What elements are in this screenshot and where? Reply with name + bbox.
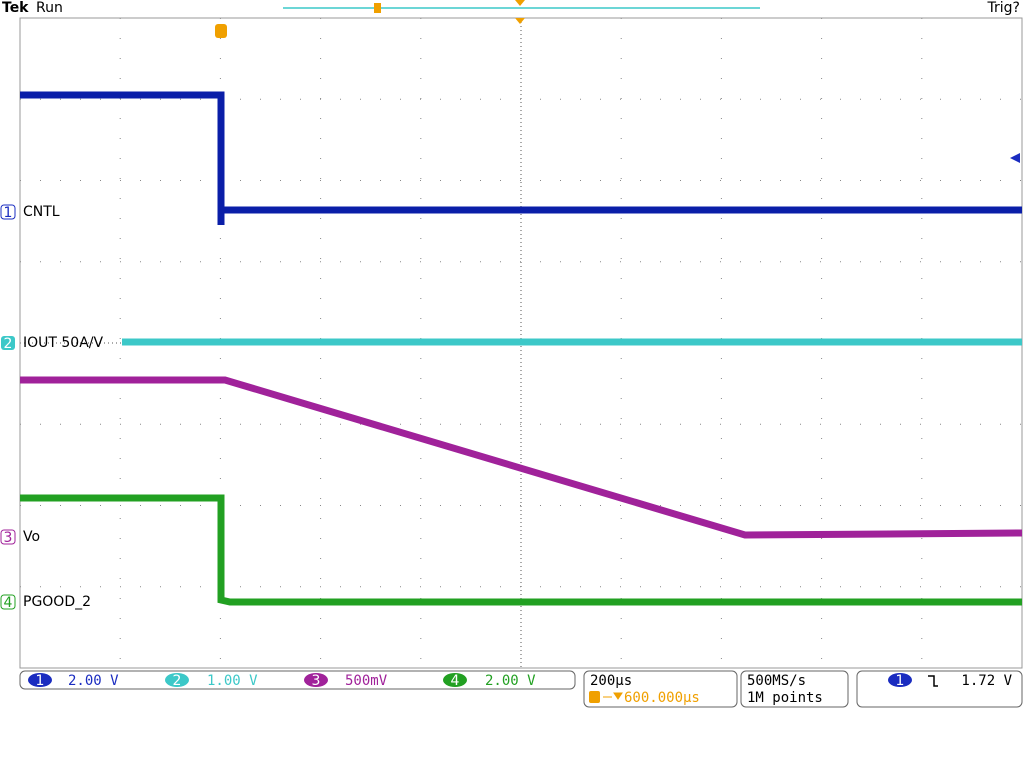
ch2-scale: 1.00 V: [207, 673, 258, 689]
trigger-channel: 1: [896, 673, 905, 689]
ch2-badge: [165, 673, 189, 687]
run-status: Run: [36, 0, 63, 16]
trigger-level-marker: [1010, 153, 1020, 163]
ch1-trace: [20, 91, 1022, 225]
trigger-position-marker: [515, 18, 525, 24]
ch3-marker-number: 3: [4, 530, 13, 546]
delay-icon: [589, 691, 600, 703]
trigger-slope-icon: [928, 675, 938, 687]
timebase-delay: 600.000µs: [624, 690, 700, 706]
trigger-time-marker: [215, 24, 227, 38]
ch2-marker-number: 2: [4, 336, 13, 352]
ch3-label: Vo: [23, 529, 40, 545]
record-view-marker: [374, 3, 381, 13]
ch3-scale: 500mV: [345, 673, 388, 689]
ch2-badge-number: 2: [173, 673, 182, 689]
ch4-marker: [0, 594, 16, 610]
ch4-label: PGOOD_2: [23, 594, 91, 610]
ch1-badge: [28, 673, 52, 687]
ch1-marker: [0, 204, 16, 220]
ch4-marker-number: 4: [4, 595, 13, 611]
ch1-label: CNTL: [23, 204, 60, 220]
channel-readout-box: [19, 670, 576, 690]
ch4-badge: [443, 673, 467, 687]
trigger-channel-badge: [888, 673, 912, 687]
sample-rate: 500MS/s: [747, 673, 806, 689]
ch3-marker: [0, 529, 16, 545]
trigger-status: Trig?: [987, 0, 1020, 16]
ch3-trace: [20, 376, 1023, 539]
trigger-position-top: [515, 0, 525, 6]
acquisition-box: [740, 670, 849, 708]
record-length: 1M points: [747, 690, 823, 706]
ch2-label: IOUT 50A/V: [23, 335, 104, 351]
ch4-badge-number: 4: [451, 673, 460, 689]
ch3-badge-number: 3: [312, 673, 321, 689]
trigger-level: 1.72 V: [961, 673, 1012, 689]
ch3-badge: [304, 673, 328, 687]
ch1-badge-number: 1: [36, 673, 45, 689]
ch1-marker-number: 1: [4, 205, 13, 221]
timebase-scale: 200µs: [590, 673, 632, 689]
ch1-scale: 2.00 V: [68, 673, 119, 689]
delay-arrow: [603, 692, 623, 700]
ch4-trace: [20, 494, 1022, 606]
brand: Tek: [2, 0, 29, 16]
timebase-box: [583, 670, 738, 708]
ch2-marker: [1, 336, 15, 350]
ch4-scale: 2.00 V: [485, 673, 536, 689]
